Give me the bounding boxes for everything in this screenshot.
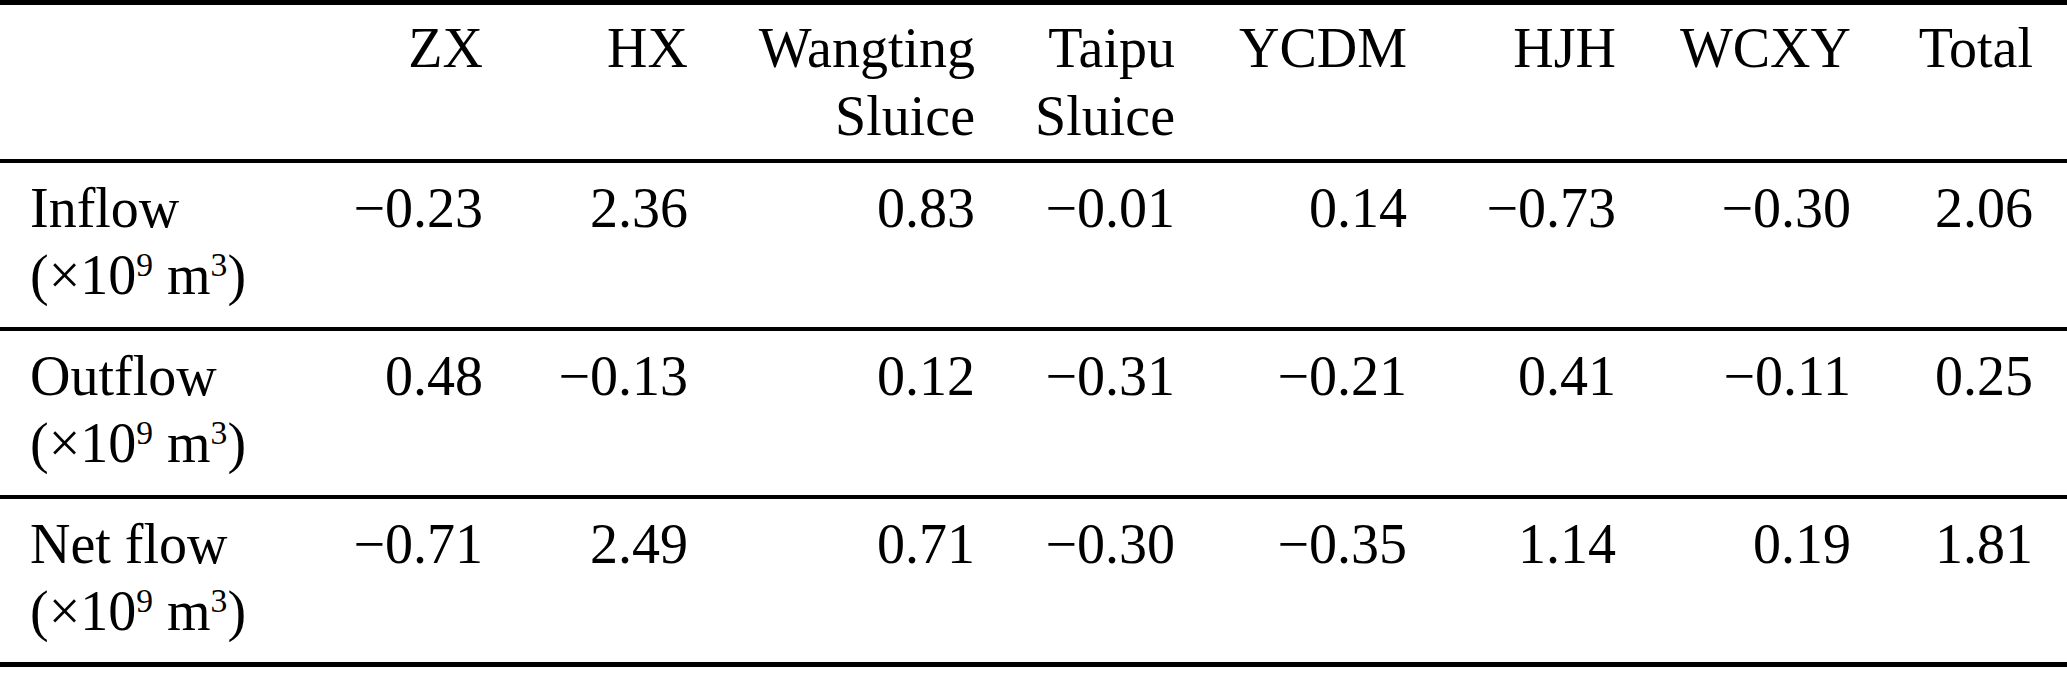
column-header: Total (1851, 3, 2067, 161)
table-cell: 1.14 (1407, 497, 1616, 665)
table-cell: 2.49 (483, 497, 688, 665)
table-row: Outflow(×109 m3)0.48−0.130.12−0.31−0.210… (0, 329, 2067, 497)
table-header: ZXHXWangting SluiceTaipu SluiceYCDMHJHWC… (0, 3, 2067, 161)
table-cell: 0.25 (1851, 329, 2067, 497)
column-header: Taipu Sluice (975, 3, 1175, 161)
table-cell: −0.35 (1175, 497, 1407, 665)
table-cell: −0.30 (975, 497, 1175, 665)
table-cell: 0.19 (1616, 497, 1851, 665)
column-header: WCXY (1616, 3, 1851, 161)
table-row: Inflow(×109 m3)−0.232.360.83−0.010.14−0.… (0, 161, 2067, 329)
table-cell: 2.36 (483, 161, 688, 329)
row-label-name: Net flow (30, 511, 320, 579)
table-cell: 1.81 (1851, 497, 2067, 665)
table-cell: 0.12 (688, 329, 975, 497)
table-cell: 2.06 (1851, 161, 2067, 329)
row-label: Outflow(×109 m3) (0, 329, 320, 497)
table-cell: −0.71 (320, 497, 483, 665)
table-cell: −0.30 (1616, 161, 1851, 329)
row-unit: (×109 m3) (30, 410, 320, 478)
row-unit: (×109 m3) (30, 578, 320, 646)
column-header: ZX (320, 3, 483, 161)
row-label-name: Inflow (30, 175, 320, 243)
table-cell: −0.01 (975, 161, 1175, 329)
row-label-column-header (0, 3, 320, 161)
table-cell: −0.73 (1407, 161, 1616, 329)
column-header: HJH (1407, 3, 1616, 161)
table-body: Inflow(×109 m3)−0.232.360.83−0.010.14−0.… (0, 161, 2067, 665)
table-cell: −0.21 (1175, 329, 1407, 497)
table-cell: −0.13 (483, 329, 688, 497)
row-unit: (×109 m3) (30, 242, 320, 310)
row-label: Net flow(×109 m3) (0, 497, 320, 665)
column-header: HX (483, 3, 688, 161)
table-cell: 0.41 (1407, 329, 1616, 497)
table-cell: 0.71 (688, 497, 975, 665)
header-row: ZXHXWangting SluiceTaipu SluiceYCDMHJHWC… (0, 3, 2067, 161)
row-label: Inflow(×109 m3) (0, 161, 320, 329)
table-cell: −0.23 (320, 161, 483, 329)
table-cell: −0.31 (975, 329, 1175, 497)
table-cell: 0.14 (1175, 161, 1407, 329)
table-cell: 0.48 (320, 329, 483, 497)
table-row: Net flow(×109 m3)−0.712.490.71−0.30−0.35… (0, 497, 2067, 665)
column-header: Wangting Sluice (688, 3, 975, 161)
paper-table-page: ZXHXWangting SluiceTaipu SluiceYCDMHJHWC… (0, 0, 2067, 686)
table-cell: 0.83 (688, 161, 975, 329)
water-flow-table: ZXHXWangting SluiceTaipu SluiceYCDMHJHWC… (0, 0, 2067, 667)
column-header: YCDM (1175, 3, 1407, 161)
row-label-name: Outflow (30, 343, 320, 411)
table-cell: −0.11 (1616, 329, 1851, 497)
